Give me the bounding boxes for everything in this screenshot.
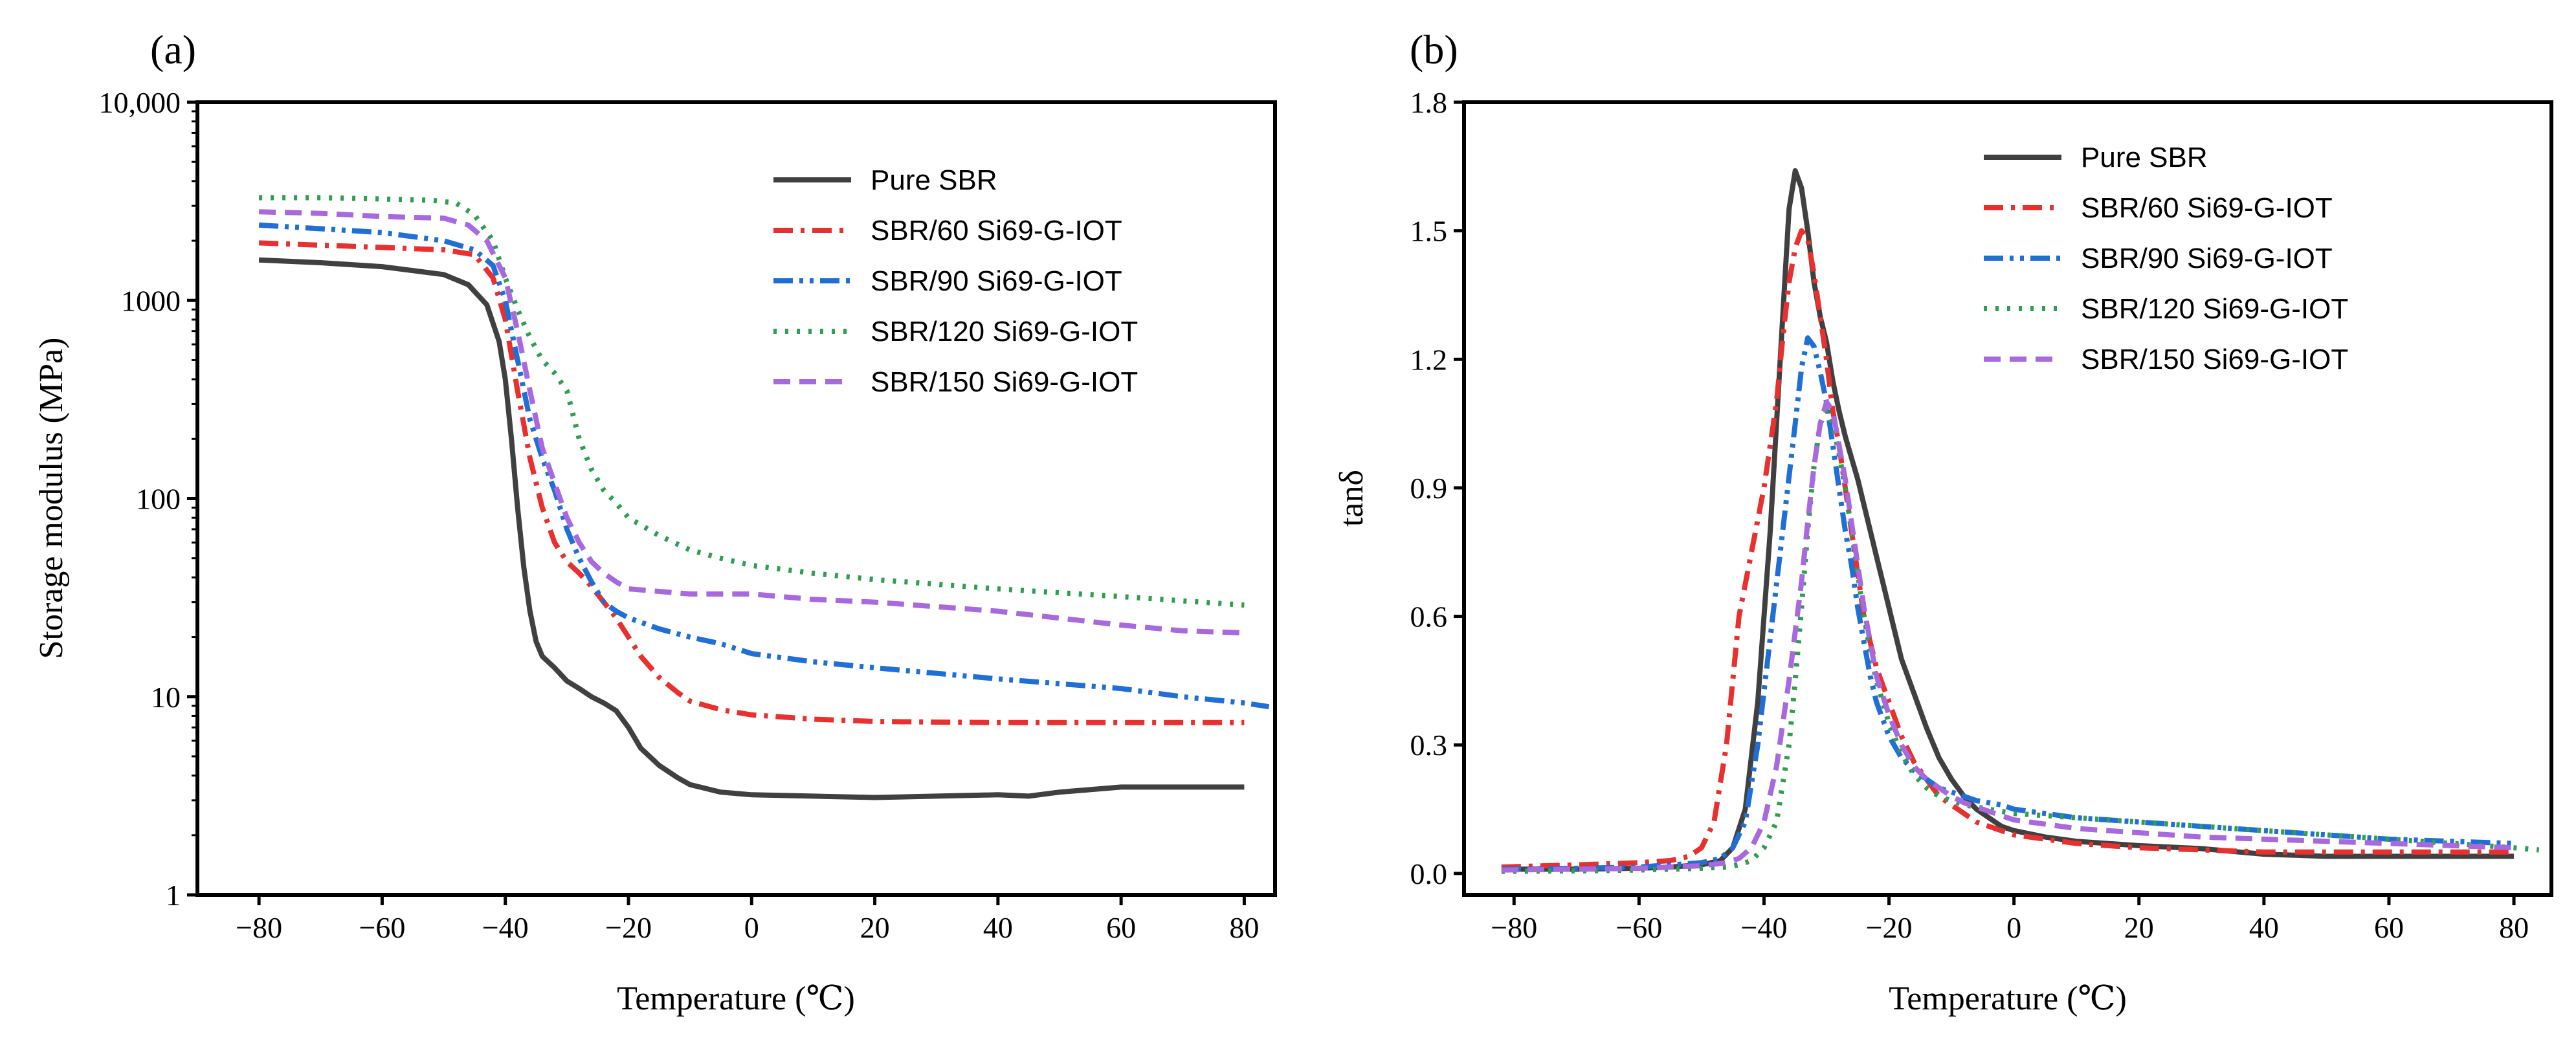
panel-a-x-tick-label: 0 (744, 911, 759, 944)
panel-b-x-tick-label: 0 (2006, 911, 2021, 944)
panel-b-x-tick-label: 20 (2124, 911, 2154, 944)
panel-b-y-tick-label: 0.6 (1410, 600, 1448, 633)
panel-b-series-2-line (1501, 335, 2515, 872)
panel-a-legend: Pure SBR SBR/60 Si69-G-IOT SBR/90 Si69-G-I… (773, 164, 1138, 398)
panel-b-legend-label: SBR/150 Si69-G-IOT (2081, 344, 2348, 375)
panel-b-y-axis-title: tanδ (1333, 470, 1370, 527)
panel-b-x-tick-label: −20 (1866, 911, 1913, 944)
panel-b: (b) −80 −60 −40 −20 0 20 40 60 80 0.0 0.3 0.6 0.9 1.… (1333, 27, 2553, 1017)
panel-a-y-axis-title: Storage modulus (MPa) (33, 338, 70, 659)
panel-a-y-tick-label: 100 (136, 483, 181, 516)
panel-b-legend-label: SBR/90 Si69-G-IOT (2081, 243, 2333, 274)
panel-b-legend-label: Pure SBR (2081, 142, 2208, 173)
panel-a-x-tick-label: −80 (236, 911, 282, 944)
panel-b-series (1501, 168, 2540, 874)
panel-a-series-1-line (258, 240, 1245, 725)
panel-a-series-4-line (258, 209, 1245, 636)
panel-a-series-2-line (258, 222, 1270, 710)
panel-a-x-tick-label: 20 (860, 911, 890, 944)
panel-b-label: (b) (1410, 27, 1458, 72)
panel-b-series-4-line (1501, 399, 2515, 873)
panel-a-y-tick-label: 1 (166, 879, 181, 912)
panel-b-legend-label: SBR/120 Si69-G-IOT (2081, 293, 2348, 325)
panel-a-legend-label: SBR/90 Si69-G-IOT (871, 265, 1122, 297)
panel-a: (a) −80 −60 −40 −20 0 20 40 60 80 1 10 100 1000 10,0… (33, 27, 1277, 1017)
panel-a-x-tick-label: −40 (482, 911, 529, 944)
panel-b-y-tick-label: 1.5 (1410, 215, 1448, 248)
panel-a-x-tick-label: 40 (983, 911, 1013, 944)
panel-b-y-tick-label: 1.8 (1410, 86, 1448, 119)
panel-a-x-tick-label: −20 (605, 911, 652, 944)
panel-b-series-1-line (1501, 228, 2515, 870)
panel-a-y-tick-label: 10,000 (99, 86, 181, 119)
panel-a-legend-label: Pure SBR (871, 164, 997, 196)
panel-b-legend-label: SBR/60 Si69-G-IOT (2081, 192, 2333, 224)
panel-b-x-tick-label: 80 (2499, 911, 2529, 944)
panel-a-x-tick-label: 60 (1106, 911, 1136, 944)
panel-b-legend: Pure SBR SBR/60 Si69-G-IOT SBR/90 Si69-G-I… (1984, 142, 2348, 375)
panel-b-frame (1462, 100, 2553, 897)
panel-b-y-tick-label: 1.2 (1410, 343, 1448, 376)
panel-a-series-0-line (258, 257, 1245, 800)
panel-b-y-ticks: 0.0 0.3 0.6 0.9 1.2 1.5 1.8 (1410, 86, 1464, 890)
panel-a-series (258, 195, 1270, 800)
panel-b-x-tick-label: 40 (2249, 911, 2279, 944)
panel-b-y-tick-label: 0.3 (1410, 729, 1448, 762)
panel-b-x-tick-label: 60 (2374, 911, 2404, 944)
panel-b-x-tick-label: −40 (1740, 911, 1787, 944)
panel-a-legend-label: SBR/60 Si69-G-IOT (871, 215, 1122, 247)
panel-a-legend-label: SBR/150 Si69-G-IOT (871, 366, 1138, 398)
panel-b-x-axis-title: Temperature (℃) (1889, 980, 2127, 1017)
panel-b-y-tick-label: 0.9 (1410, 472, 1448, 505)
panel-a-label: (a) (150, 27, 196, 72)
panel-b-x-ticks: −80 −60 −40 −20 0 20 40 60 80 (1491, 895, 2529, 944)
panel-b-x-tick-label: −80 (1491, 911, 1537, 944)
panel-b-series-3-line (1501, 408, 2540, 874)
panel-b-y-tick-label: 0.0 (1410, 857, 1448, 890)
panel-b-series-0-line (1501, 168, 2515, 872)
panel-a-y-tick-label: 10 (151, 681, 181, 714)
panel-a-x-tick-label: 80 (1229, 911, 1259, 944)
panel-a-x-axis-title: Temperature (℃) (617, 980, 855, 1017)
panel-a-x-tick-label: −60 (359, 911, 405, 944)
panel-a-y-tick-label: 1000 (121, 284, 181, 317)
panel-a-x-ticks: −80 −60 −40 −20 0 20 40 60 80 (236, 895, 1259, 944)
panel-a-legend-label: SBR/120 Si69-G-IOT (871, 316, 1138, 347)
panel-b-x-tick-label: −60 (1616, 911, 1662, 944)
panel-a-y-ticks: 1 10 100 1000 10,000 (99, 86, 197, 912)
panel-a-series-3-line (259, 195, 1245, 608)
